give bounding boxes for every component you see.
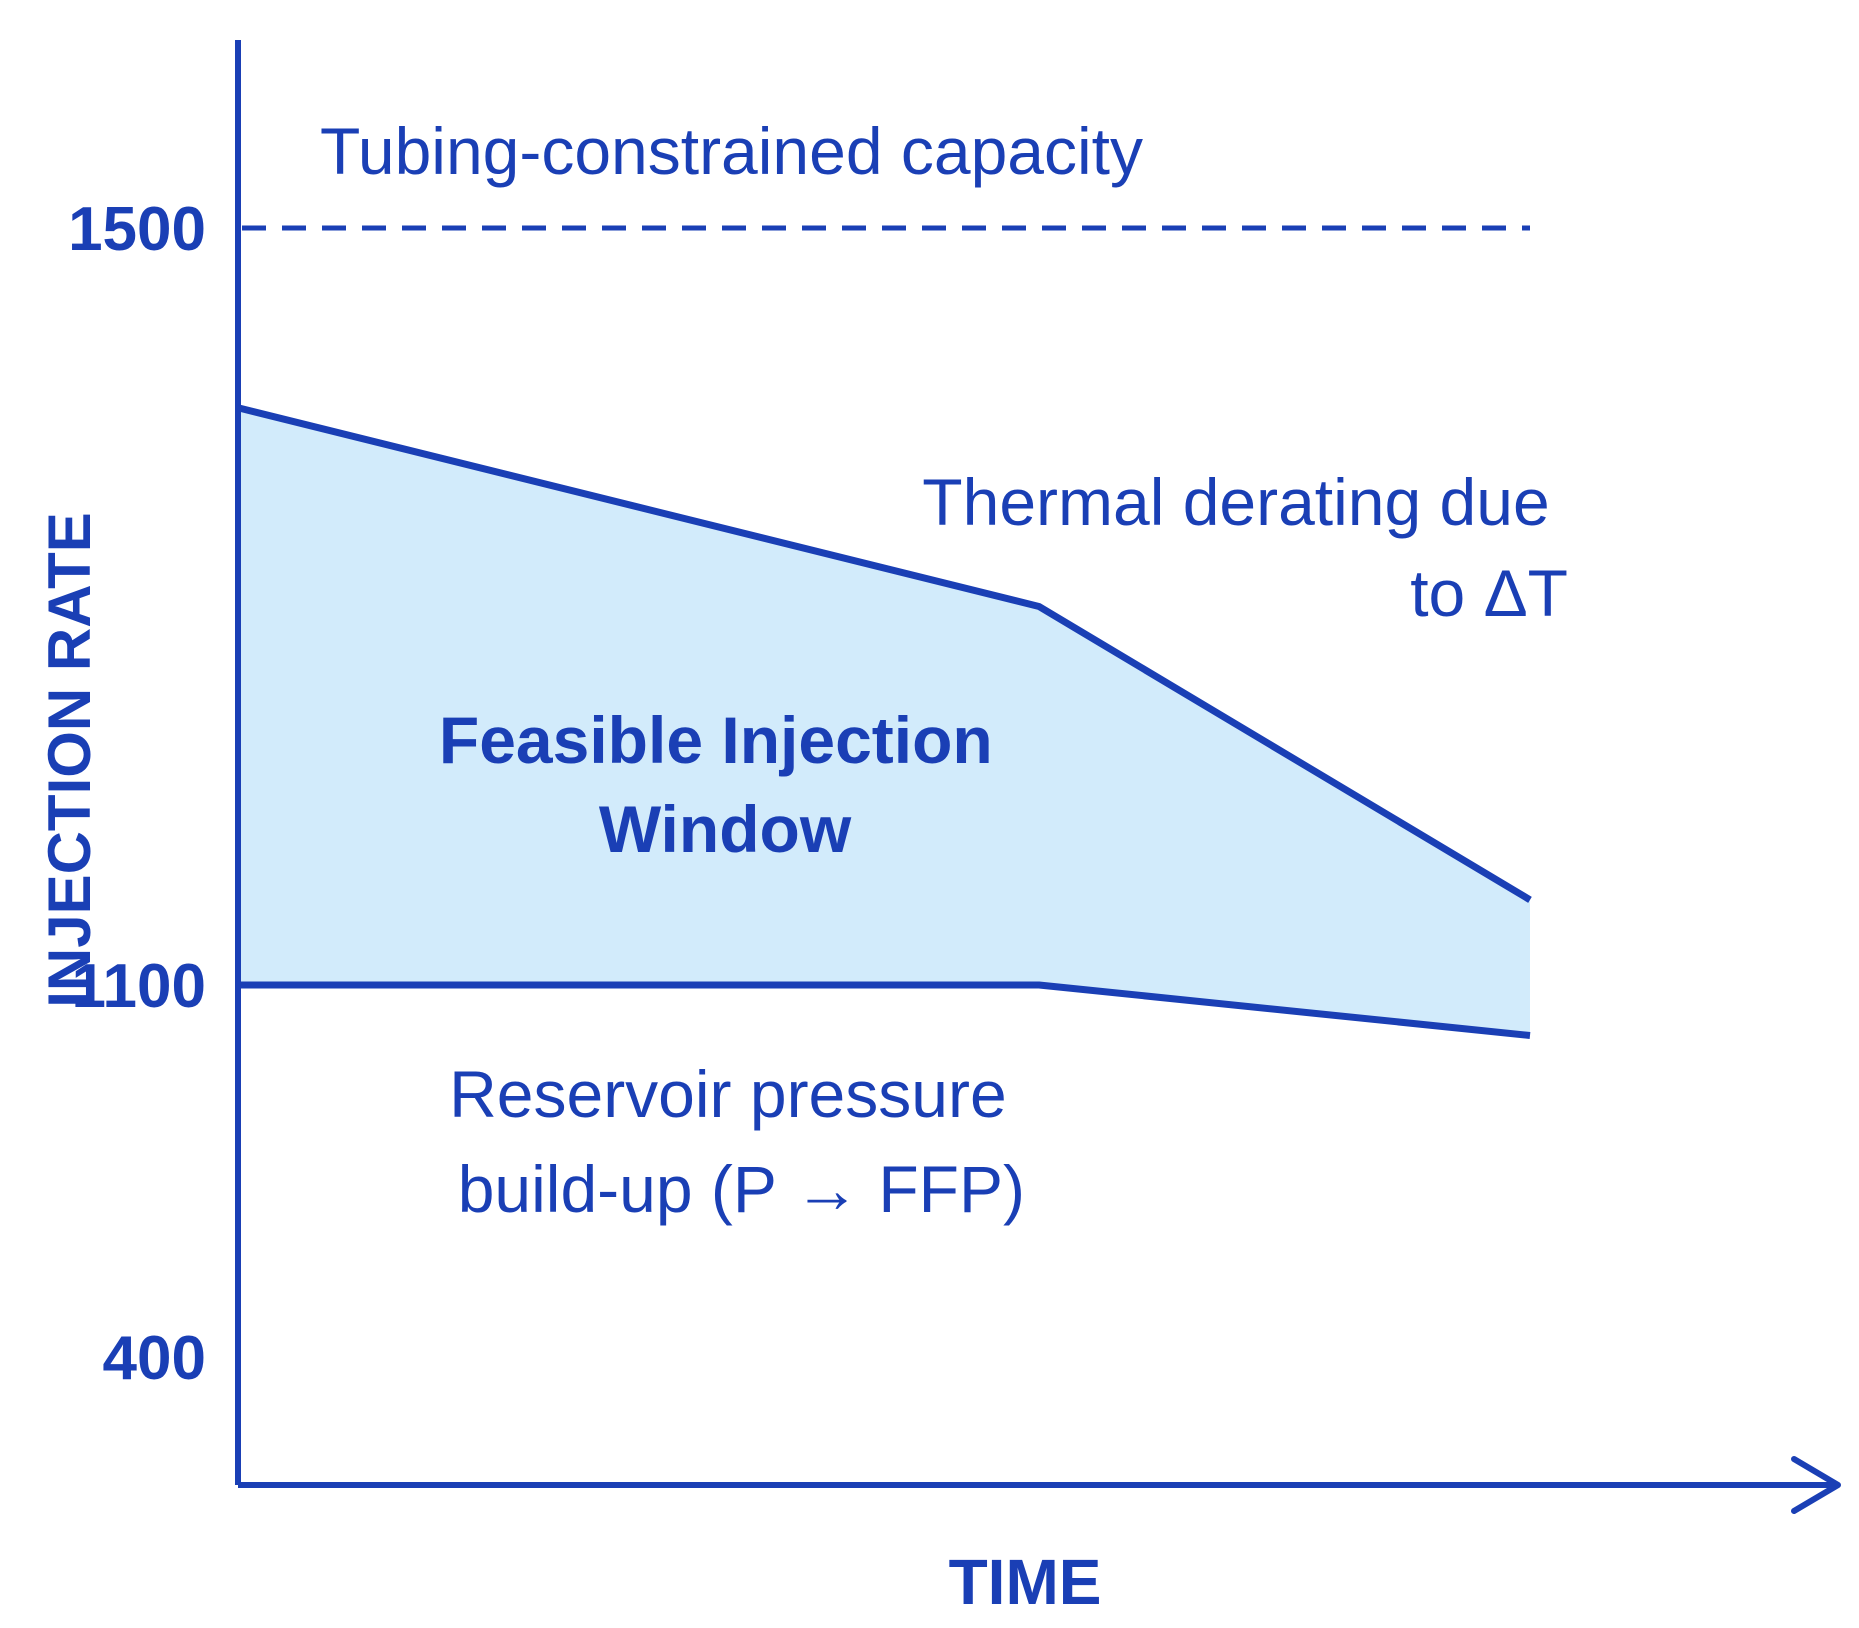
feasible-window-label: Feasible Injection Window <box>439 703 1011 866</box>
reservoir-pressure-line <box>238 981 1531 1039</box>
y-axis-label: INJECTION RATE <box>36 512 103 1008</box>
reservoir-pressure-label-line-1: Reservoir pressure <box>449 1057 1007 1131</box>
feasible-window-label-line-2: Window <box>599 792 852 866</box>
y-tick-labels: 1500 1100 400 <box>68 195 206 1393</box>
thermal-derating-label-line-2: to ΔT <box>1410 556 1568 630</box>
reservoir-pressure-label: Reservoir pressure build-up (P → FFP) <box>449 1057 1025 1226</box>
thermal-derating-line <box>237 404 1532 903</box>
x-axis-arrow <box>1791 1456 1841 1514</box>
reservoir-pressure-label-line-2: build-up (P → FFP) <box>458 1152 1025 1226</box>
feasible-window-label-line-1: Feasible Injection <box>439 703 993 777</box>
thermal-derating-label-line-1: Thermal derating due <box>922 465 1549 539</box>
thermal-derating-label: Thermal derating due to ΔT <box>922 465 1568 630</box>
y-tick-label: 400 <box>103 1324 206 1393</box>
y-tick-label: 1100 <box>71 952 206 1021</box>
feasible-window-area <box>238 407 1530 1036</box>
tubing-capacity-label: Tubing-constrained capacity <box>320 114 1143 188</box>
x-axis-label: TIME <box>949 1546 1102 1618</box>
y-tick-label: 1500 <box>68 195 206 264</box>
